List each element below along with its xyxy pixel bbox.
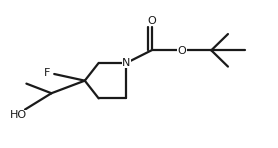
Text: O: O	[178, 46, 187, 56]
Text: HO: HO	[9, 110, 27, 120]
Text: N: N	[122, 58, 131, 68]
Text: F: F	[44, 68, 50, 78]
Text: O: O	[147, 16, 156, 26]
